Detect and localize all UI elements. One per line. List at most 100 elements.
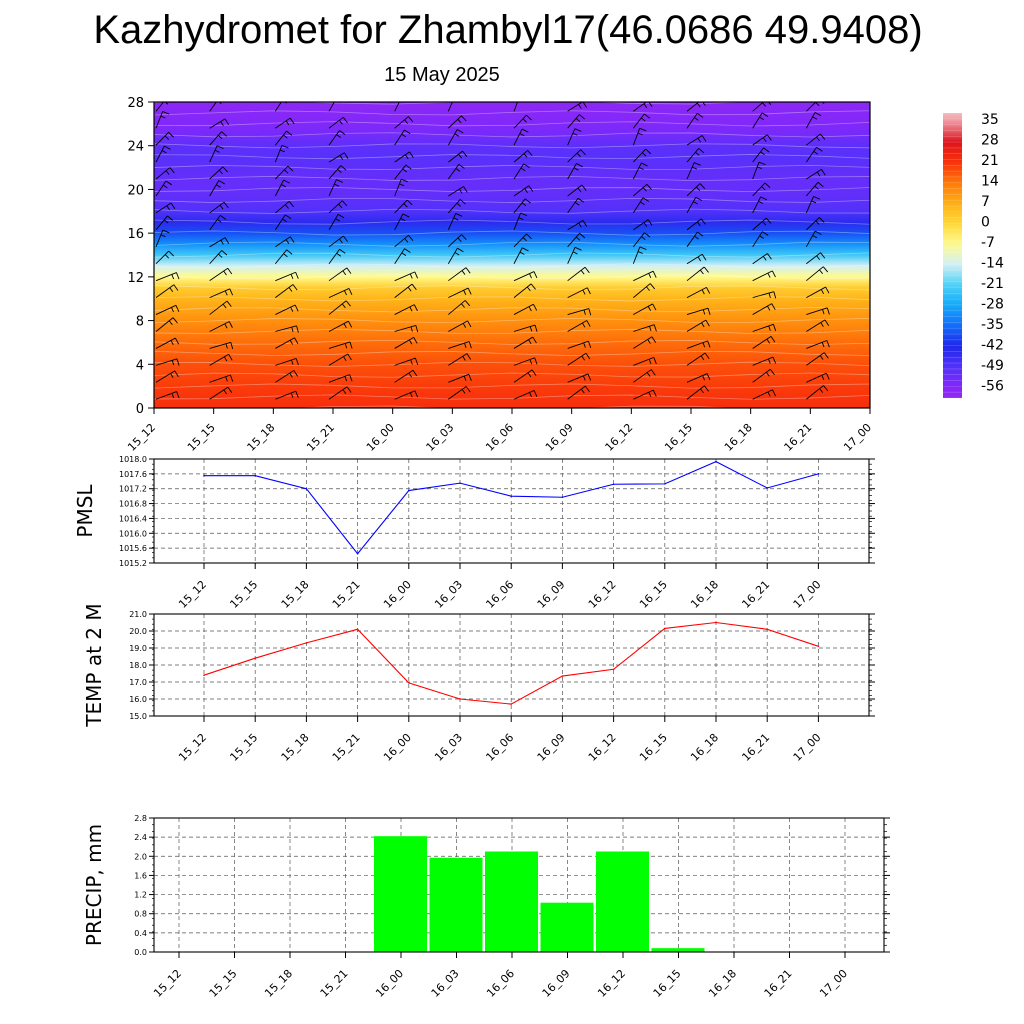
wind-barb [633,303,657,315]
precip-bar [485,851,538,952]
wind-barb [155,317,178,332]
contour-line [154,307,870,313]
wind-barb [633,324,657,332]
y-tick-label: 0.8 [134,910,147,919]
wind-barb [872,271,895,281]
x-tick-label: 15_12 [125,421,158,454]
wind-barb [448,353,472,366]
x-tick-label: 16_06 [483,578,516,611]
y-tick-label: 16 [127,227,144,242]
wind-barb [633,102,653,112]
wind-barb [567,246,582,264]
wind-barb [567,320,591,332]
wind-barb [752,182,771,197]
x-tick-label: 15_15 [227,731,260,764]
wind-barb [872,324,895,332]
y-tick-label: 24 [127,140,144,155]
x-tick-label: 16_21 [739,731,772,764]
x-tick-label: 16_12 [595,967,628,1000]
wind-barb [633,356,657,366]
wind-barb [567,266,590,282]
y-tick-label: 1017.2 [119,485,147,494]
wind-barb [155,370,179,383]
x-tick-label: 16_21 [739,578,772,611]
wind-barb [155,167,175,180]
y-tick-label: 1015.6 [119,544,147,553]
wind-barb [686,196,703,214]
pmsl-point [356,552,359,555]
contour-line [154,110,870,116]
contour-line [154,350,870,356]
colorbar-tick-label: -35 [981,317,1004,333]
contour-line [154,317,870,324]
wind-barb [209,118,230,129]
wind-barb [872,389,895,399]
wind-barb [805,181,824,197]
contour-line [154,208,870,214]
wind-barb [328,341,353,349]
pmsl-point [203,474,205,477]
contour-line [154,285,870,291]
wind-barb [394,129,411,146]
temp-point [664,627,666,630]
x-tick-label: 17_00 [817,967,850,1000]
wind-barb [275,117,295,129]
wind-barb [686,340,711,349]
wind-barb [209,341,234,350]
wind-barb [513,271,538,282]
wind-barb [209,374,234,383]
wind-barb [155,145,171,163]
wind-barb [275,271,299,282]
wind-barb [513,233,532,248]
wind-barb [806,168,826,180]
wind-barb [752,303,776,315]
wind-barb [567,352,591,366]
temp-panel: TEMP at 2 M 15.0 16.0 17.0 18.0 19.0 20.0 21.0 1… [82,603,875,764]
x-tick-label: 16_21 [762,967,795,1000]
wind-barb [155,272,180,282]
colorbar-tick-label: -56 [981,379,1004,395]
wind-barb [328,165,347,180]
contour-line [154,154,870,160]
wind-barb [633,369,656,383]
x-tick-label: 15_18 [279,578,312,611]
wind-barb [567,232,586,248]
wind-barb [394,325,419,333]
wind-barb [633,336,657,349]
wind-barb [513,283,536,298]
wind-barb [275,390,299,400]
precip-bar [651,948,705,952]
temp-point [817,645,820,648]
wind-barb [275,358,299,366]
wind-barb [806,252,826,265]
wind-barb [155,284,179,298]
wind-barb [447,213,463,231]
wind-barb [394,164,412,180]
wind-barb [872,182,888,196]
wind-barb [752,323,777,332]
wind-barb [328,213,345,231]
x-tick-label: 16_06 [483,731,516,764]
wind-barb [155,337,180,349]
x-tick-label: 17_00 [791,731,824,764]
wind-barb [275,304,299,315]
x-tick-label: 16_12 [603,421,636,454]
wind-barb [567,385,590,400]
x-tick-label: 15_21 [304,421,337,454]
wind-barb [155,358,180,366]
temp-point [510,703,512,705]
x-tick-label: 17_00 [791,578,824,611]
wind-barb [448,186,468,197]
wind-barb [155,132,174,146]
wind-barb [447,129,464,146]
wind-barb [567,184,587,197]
pmsl-point [305,487,308,490]
colorbar-tick-label: -49 [981,358,1004,374]
wind-barb [872,217,889,230]
contour-line [154,252,870,258]
wind-barb [394,390,419,400]
wind-barb [632,162,648,180]
wind-barb [513,114,532,129]
y-tick-label: 20 [127,183,144,198]
y-tick-label: 1016.0 [119,529,147,538]
